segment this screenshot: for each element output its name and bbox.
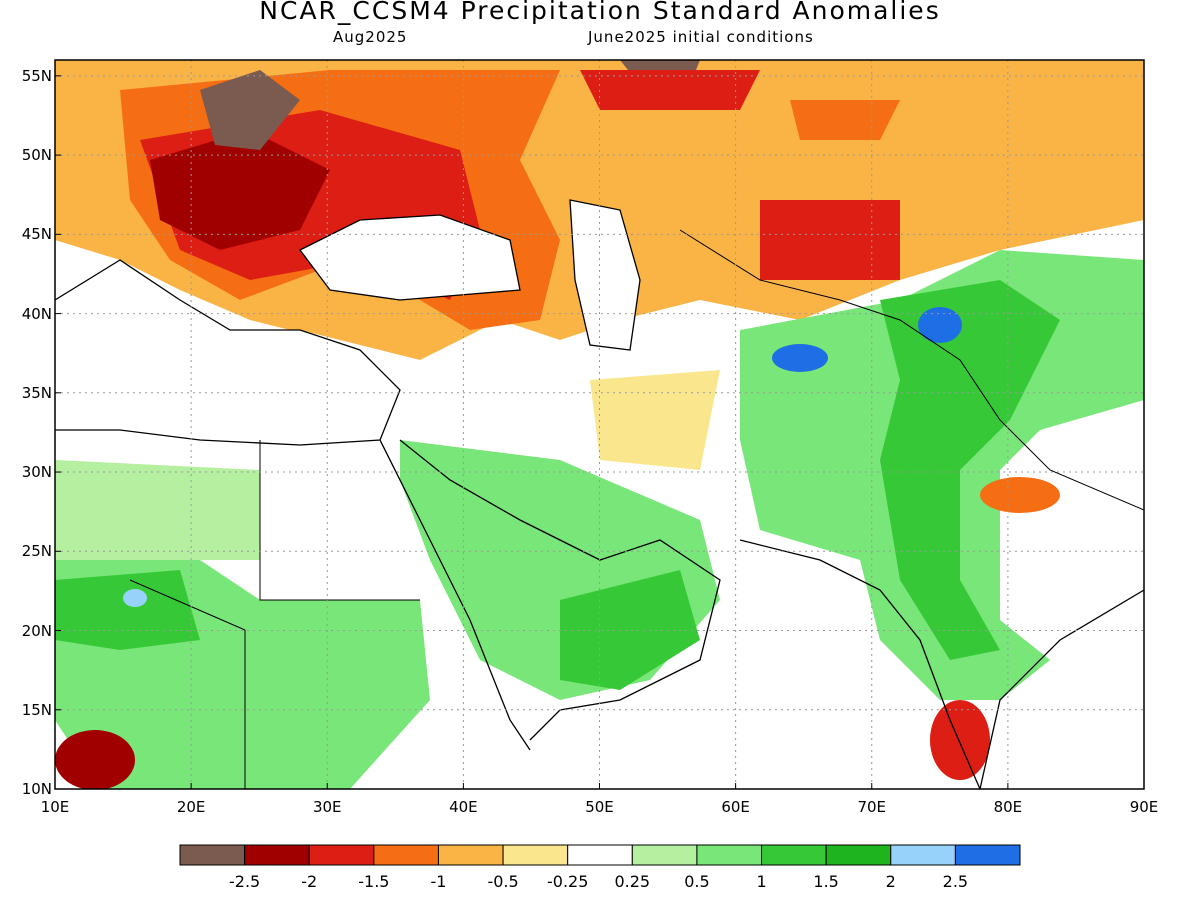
lat-label: 20N <box>21 621 52 640</box>
colorbar-label: 1 <box>756 872 767 891</box>
lat-label: 55N <box>21 66 52 85</box>
lon-label: 30E <box>312 798 342 816</box>
colorbar-label: -1.5 <box>358 872 390 891</box>
colorbar-label: -2 <box>301 872 318 891</box>
colorbar-label: -2.5 <box>229 872 261 891</box>
coastline-mediterranean <box>55 259 401 446</box>
wet-region-arabia-strong <box>560 570 700 690</box>
colorbar-label: 1.5 <box>813 872 839 891</box>
colorbar-swatch <box>308 844 375 866</box>
caspian-sea <box>570 200 640 350</box>
colorbar-swatch <box>954 844 1021 866</box>
graticule <box>55 60 1144 789</box>
coastline-caspian <box>569 199 641 351</box>
lat-label: 15N <box>21 700 52 719</box>
lon-label: 60E <box>721 798 750 816</box>
border-africa <box>129 440 420 789</box>
lon-label: 10E <box>40 798 70 816</box>
colorbar-label: -0.25 <box>546 872 589 891</box>
colorbar-swatch <box>437 844 504 866</box>
lon-label: 90E <box>1129 798 1159 816</box>
colorbar-label: 0.5 <box>684 872 710 891</box>
lat-label: 45N <box>21 225 52 244</box>
iran-dry <box>590 370 720 470</box>
colorbar-label: 2 <box>885 872 896 891</box>
coastline-india <box>739 539 1144 789</box>
colorbar-label: 0.25 <box>614 872 651 891</box>
lon-label: 50E <box>585 798 614 816</box>
wet-region-africa-strong <box>55 570 200 650</box>
coastline-red-sea <box>379 439 721 751</box>
colorbar-swatch <box>631 844 698 866</box>
colorbar-label: -1 <box>430 872 447 891</box>
colorbar-swatch <box>761 844 827 866</box>
lon-label: 80E <box>993 798 1023 816</box>
colorbar-swatch <box>373 844 439 866</box>
colorbar-swatch <box>825 844 892 866</box>
colorbar-swatch <box>567 844 633 866</box>
colorbar <box>179 844 1021 866</box>
dry-region-ne <box>790 100 900 140</box>
colorbar-swatch <box>502 844 569 866</box>
dry-hotspot-east-africa <box>55 730 135 789</box>
lat-label: 40N <box>21 304 52 323</box>
lat-label: 30N <box>21 463 52 482</box>
anomaly-field <box>55 60 1144 789</box>
dry-region-extreme <box>200 70 300 150</box>
wet-region-lightband <box>55 460 260 560</box>
dry-region-central-asia <box>760 200 900 280</box>
black-sea <box>300 215 520 300</box>
border-asia <box>679 229 1144 511</box>
lat-label: 10N <box>21 780 52 798</box>
wet-hotspot-afghanistan <box>772 344 828 372</box>
lat-label: 50N <box>21 146 52 165</box>
mediterranean-band <box>55 330 740 520</box>
wet-hotspot-africa <box>123 589 147 607</box>
colorbar-swatch <box>890 844 956 866</box>
colorbar-label: -0.5 <box>487 872 519 891</box>
colorbar-swatch <box>244 844 310 866</box>
wet-region-asia-strong <box>880 280 1060 660</box>
lat-label: 35N <box>21 383 52 402</box>
dry-region-core <box>150 130 330 250</box>
valid-month: Aug2025 <box>333 28 408 46</box>
lon-label: 70E <box>857 798 887 816</box>
colorbar-swatch <box>179 844 246 866</box>
axis-ticks <box>54 75 1145 790</box>
dry-region-north <box>580 70 760 110</box>
init-conditions: June2025 initial conditions <box>588 28 814 46</box>
colorbar-label: 2.5 <box>942 872 969 891</box>
lon-label: 40E <box>449 798 478 816</box>
map-title: NCAR_CCSM4 Precipitation Standard Anomal… <box>259 0 941 25</box>
wet-hotspot-tajikistan <box>918 307 962 343</box>
lat-label: 25N <box>21 542 52 561</box>
colorbar-swatch <box>696 844 763 866</box>
dry-hotspot-south-india <box>930 700 990 780</box>
dry-hotspot-india <box>980 477 1060 513</box>
lon-label: 20E <box>176 798 206 816</box>
coastline-black-sea <box>299 214 521 301</box>
